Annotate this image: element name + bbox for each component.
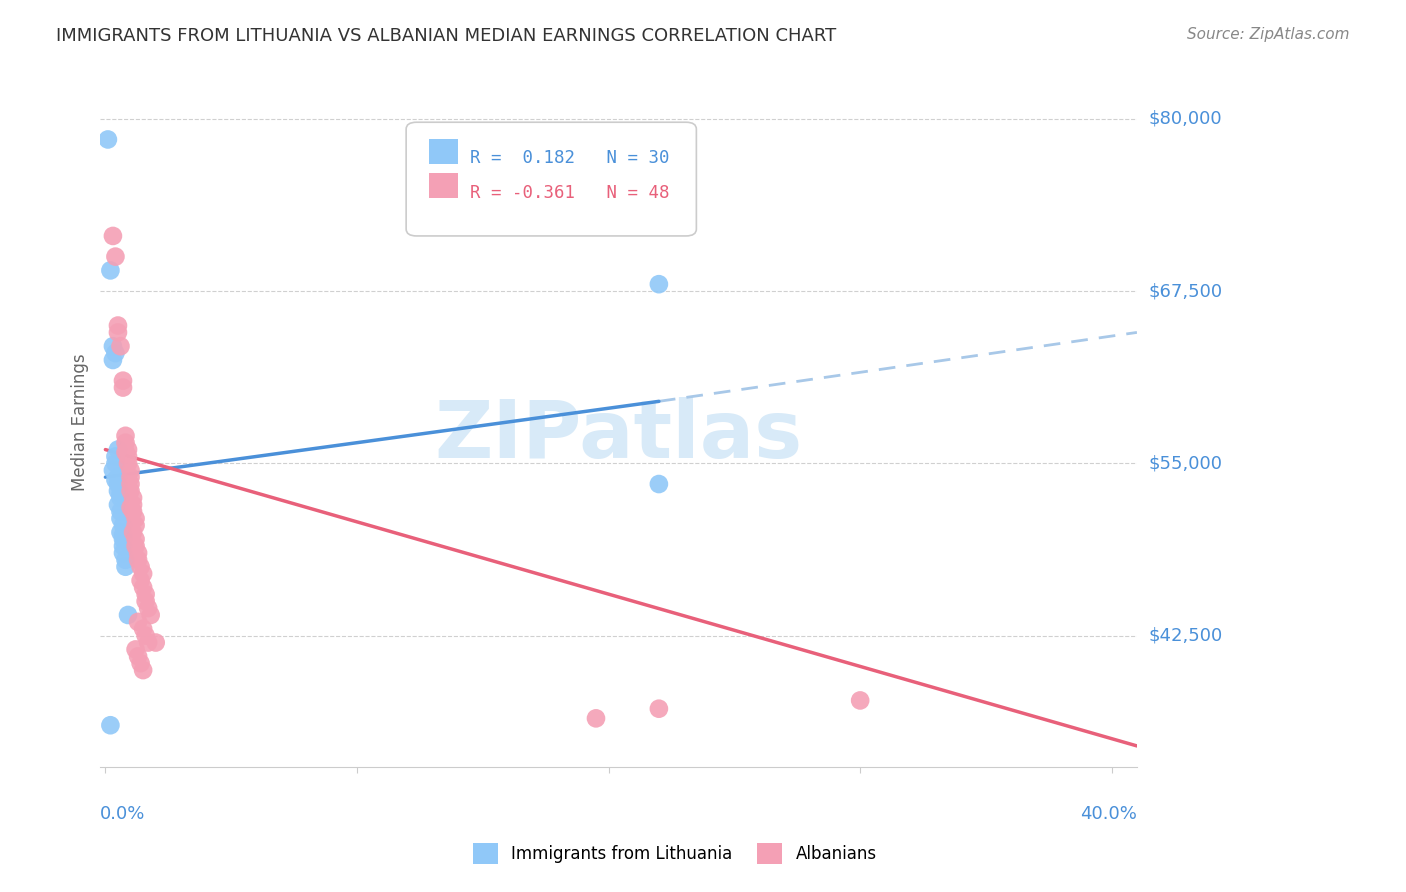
- Point: [110, 511, 132, 525]
- Text: IMMIGRANTS FROM LITHUANIA VS ALBANIAN MEDIAN EARNINGS CORRELATION CHART: IMMIGRANTS FROM LITHUANIA VS ALBANIAN ME…: [56, 27, 837, 45]
- Point: [104, 250, 127, 264]
- Text: R =  0.182   N = 30: R = 0.182 N = 30: [471, 149, 669, 167]
- Point: [97, 132, 120, 146]
- Text: $80,000: $80,000: [1149, 110, 1222, 128]
- Point: [127, 546, 149, 560]
- Bar: [429, 173, 458, 198]
- Point: [107, 498, 129, 512]
- Point: [111, 374, 134, 388]
- Point: [132, 622, 155, 636]
- Point: [145, 635, 167, 649]
- Point: [117, 442, 139, 457]
- Point: [107, 483, 129, 498]
- Point: [648, 277, 671, 292]
- Point: [104, 473, 127, 487]
- Point: [117, 450, 139, 464]
- Point: [127, 553, 149, 567]
- Point: [117, 607, 139, 622]
- Point: [648, 477, 671, 491]
- Text: $42,500: $42,500: [1149, 627, 1222, 645]
- Point: [127, 649, 149, 664]
- Point: [114, 435, 136, 450]
- Point: [648, 702, 671, 716]
- Point: [114, 429, 136, 443]
- Point: [111, 528, 134, 542]
- Text: ZIPatlas: ZIPatlas: [434, 397, 803, 475]
- Point: [585, 711, 607, 725]
- Point: [139, 607, 162, 622]
- Point: [122, 498, 145, 512]
- Text: 0.0%: 0.0%: [100, 805, 146, 823]
- Point: [104, 450, 127, 464]
- Point: [111, 532, 134, 546]
- Text: $67,500: $67,500: [1149, 282, 1222, 300]
- Point: [111, 518, 134, 533]
- Point: [135, 594, 157, 608]
- Point: [124, 511, 146, 525]
- Point: [111, 380, 134, 394]
- Point: [100, 263, 122, 277]
- Point: [132, 663, 155, 677]
- Point: [132, 581, 155, 595]
- Point: [124, 642, 146, 657]
- Text: $55,000: $55,000: [1149, 454, 1222, 473]
- Point: [111, 546, 134, 560]
- Point: [101, 229, 124, 244]
- Point: [114, 559, 136, 574]
- Point: [114, 553, 136, 567]
- Point: [124, 518, 146, 533]
- FancyBboxPatch shape: [406, 122, 696, 236]
- Point: [132, 566, 155, 581]
- Point: [120, 463, 142, 477]
- Point: [122, 525, 145, 540]
- Point: [101, 353, 124, 368]
- Point: [107, 477, 129, 491]
- Point: [849, 693, 872, 707]
- Point: [135, 587, 157, 601]
- Point: [136, 635, 159, 649]
- Point: [110, 505, 132, 519]
- Point: [111, 539, 134, 553]
- Point: [117, 456, 139, 470]
- Point: [110, 486, 132, 500]
- Text: 40.0%: 40.0%: [1080, 805, 1137, 823]
- Point: [129, 657, 152, 671]
- Point: [107, 470, 129, 484]
- Point: [124, 539, 146, 553]
- Point: [120, 477, 142, 491]
- Point: [122, 491, 145, 505]
- Point: [120, 470, 142, 484]
- Text: Source: ZipAtlas.com: Source: ZipAtlas.com: [1187, 27, 1350, 42]
- Point: [104, 346, 127, 360]
- Point: [101, 463, 124, 477]
- Point: [135, 629, 157, 643]
- Point: [110, 525, 132, 540]
- Bar: [429, 139, 458, 163]
- Point: [129, 574, 152, 588]
- Point: [120, 500, 142, 515]
- Point: [122, 505, 145, 519]
- Y-axis label: Median Earnings: Median Earnings: [72, 353, 89, 491]
- Point: [129, 559, 152, 574]
- Point: [120, 483, 142, 498]
- Point: [107, 442, 129, 457]
- Point: [107, 326, 129, 340]
- Point: [114, 445, 136, 459]
- Text: R = -0.361   N = 48: R = -0.361 N = 48: [471, 184, 669, 202]
- Point: [107, 318, 129, 333]
- Point: [136, 601, 159, 615]
- Point: [127, 615, 149, 629]
- Point: [104, 456, 127, 470]
- Point: [124, 532, 146, 546]
- Point: [100, 718, 122, 732]
- Point: [110, 491, 132, 505]
- Point: [110, 339, 132, 353]
- Point: [101, 339, 124, 353]
- Legend: Immigrants from Lithuania, Albanians: Immigrants from Lithuania, Albanians: [467, 837, 883, 871]
